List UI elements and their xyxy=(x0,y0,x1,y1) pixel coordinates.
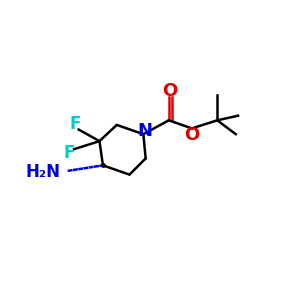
Text: O: O xyxy=(184,126,200,144)
Text: N: N xyxy=(137,122,152,140)
Text: O: O xyxy=(163,82,178,100)
Text: H₂N: H₂N xyxy=(25,163,60,181)
Text: F: F xyxy=(64,144,75,162)
Text: F: F xyxy=(70,116,81,134)
